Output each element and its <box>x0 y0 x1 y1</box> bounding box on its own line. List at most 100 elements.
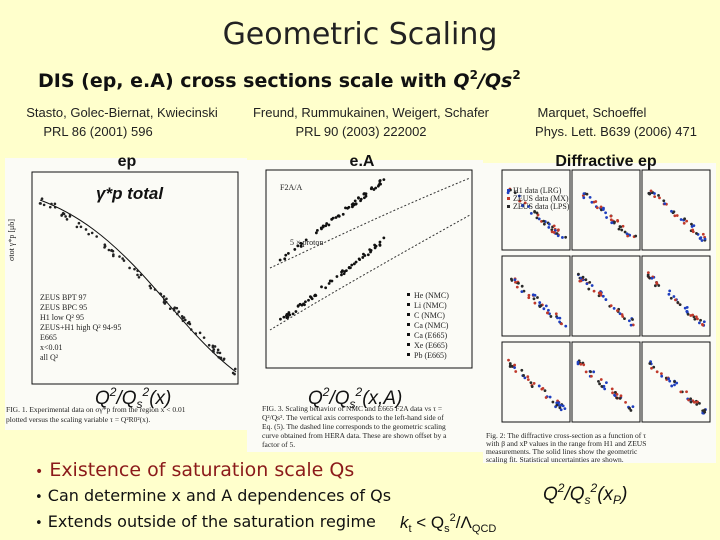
decor-point <box>696 317 699 321</box>
caption: FIG. 1. Experimental data on σγ*p from t… <box>6 405 186 414</box>
decor-point <box>691 228 695 232</box>
decor-point <box>581 275 585 279</box>
decor-point <box>180 315 184 318</box>
decor-point <box>354 202 358 206</box>
decor-point <box>582 196 586 200</box>
subtitle: DIS (ep, e.A) cross sections scale with … <box>38 68 521 92</box>
s: /Q <box>562 484 584 505</box>
decor-point <box>344 206 347 210</box>
decor-point <box>53 202 57 206</box>
decor-point <box>658 196 661 200</box>
decor-point <box>233 367 237 371</box>
decor-point <box>539 304 543 307</box>
decor-point <box>50 202 53 206</box>
decor-point <box>188 322 192 326</box>
decor-point <box>529 381 533 385</box>
decor-point <box>634 234 638 238</box>
decor-point <box>559 404 563 407</box>
decor-point <box>694 315 698 319</box>
s: /Q <box>114 388 136 409</box>
decor-point <box>691 313 695 317</box>
s: P <box>613 493 621 507</box>
decor-point <box>703 237 707 241</box>
subtitle-exp: 2 <box>512 68 520 82</box>
decor-point <box>279 317 282 321</box>
decor-point <box>537 217 541 221</box>
legend-marker <box>407 303 410 306</box>
s: 2 <box>142 385 150 399</box>
legend-marker <box>407 323 410 326</box>
caption-line: Eq. (5). The dashed line corresponds to … <box>262 422 446 431</box>
legend-entry: H1 data (LRG) <box>513 186 562 195</box>
ea-scaling-label: Q2/Qs2(x,A) <box>308 385 402 411</box>
decor-point <box>327 282 331 285</box>
decor-point <box>358 258 362 262</box>
decor-point <box>690 222 693 226</box>
ep-scaling-label: Q2/Qs2(x) <box>95 385 171 411</box>
decor-point <box>351 202 355 206</box>
ea-curve <box>269 214 471 331</box>
decor-point <box>216 351 219 354</box>
plot-ea <box>247 160 483 452</box>
decor-point <box>672 295 676 298</box>
legend-entry: H1 low Q² 95 <box>40 313 84 322</box>
decor-point <box>673 214 677 218</box>
legend-entry: ZEUS+H1 high Q² 94-95 <box>40 323 121 332</box>
decor-point <box>532 382 536 385</box>
legend: H1 data (LRG)ZEUS data (MX)ZEUS data (LP… <box>507 186 570 211</box>
decor-point <box>703 410 707 414</box>
decor-point <box>577 272 580 276</box>
decor-point <box>65 218 69 221</box>
decor-point <box>176 312 179 316</box>
decor-point <box>676 301 680 304</box>
decor-point <box>535 211 539 215</box>
decor-point <box>543 389 547 393</box>
decor-point <box>615 392 619 396</box>
bullet-dot: • <box>35 490 43 505</box>
bullet: • Can determine x and A dependences of Q… <box>35 486 391 505</box>
decor-point <box>513 278 517 282</box>
decor-point <box>668 379 672 383</box>
decor-point <box>650 276 654 280</box>
decor-point <box>337 214 341 218</box>
decor-point <box>558 406 562 410</box>
decor-point <box>341 212 345 216</box>
decor-point <box>685 390 688 394</box>
decor-point <box>42 203 46 207</box>
decor-point <box>518 199 522 203</box>
decor-point <box>548 395 552 399</box>
decor-point <box>370 186 374 190</box>
decor-point <box>90 231 94 235</box>
y-label: F2A/A <box>280 183 302 192</box>
decor-point <box>616 309 619 313</box>
decor-point <box>582 192 586 196</box>
decor-point <box>618 312 622 316</box>
ep-curve <box>39 199 237 373</box>
bullet-dot: • <box>35 516 43 531</box>
decor-point <box>613 393 616 397</box>
decor-point <box>648 276 652 280</box>
caption: FIG. 3. Scaling behavior of NMC and E665… <box>262 404 447 449</box>
decor-point <box>302 302 305 306</box>
decor-point <box>597 291 601 295</box>
decor-point <box>520 284 524 288</box>
decor-point <box>357 196 360 200</box>
decor-point <box>668 289 672 293</box>
ref-journal: PRL 86 (2001) 596 <box>43 124 152 139</box>
decor-point <box>689 397 693 401</box>
decor-point <box>592 289 596 293</box>
bullet: • Existence of saturation scale Qs <box>35 459 354 481</box>
s: Q <box>308 388 323 409</box>
ref-journal: Phys. Lett. B639 (2006) 471 <box>535 124 697 139</box>
s: 2 <box>109 385 117 399</box>
decor-point <box>609 304 613 308</box>
decor-point <box>342 272 346 276</box>
diff-frame <box>501 169 571 251</box>
decor-point <box>536 296 539 299</box>
decor-point <box>194 332 198 335</box>
decor-point <box>590 284 594 287</box>
decor-point <box>362 192 366 196</box>
legend-entry: Li (NMC) <box>414 301 447 310</box>
decor-point <box>547 308 550 312</box>
decor-point <box>616 219 619 222</box>
